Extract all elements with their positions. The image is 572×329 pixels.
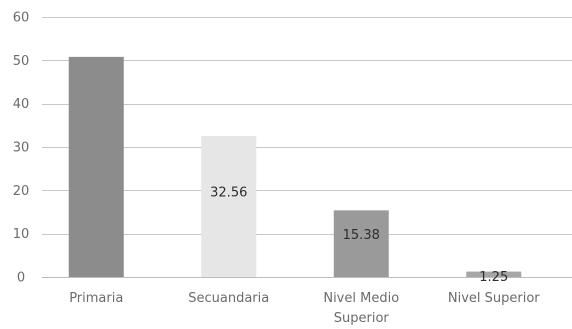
data-label-1: 32.56 <box>210 186 247 201</box>
y-tick-label-50: 50 <box>13 54 30 69</box>
category-label-3: Nivel Superior <box>448 291 540 306</box>
bar-0 <box>68 56 124 277</box>
y-tick-label-40: 40 <box>13 97 30 112</box>
bar-3 <box>466 271 522 277</box>
category-label-2-line-1: Superior <box>334 311 390 326</box>
y-tick-label-30: 30 <box>13 141 30 156</box>
bar-2 <box>333 210 389 277</box>
bar-1 <box>201 135 257 277</box>
y-tick-label-10: 10 <box>13 227 30 242</box>
data-label-3: 1.25 <box>479 270 508 285</box>
data-labels: 32.56 15.38 1.25 <box>210 186 508 285</box>
category-label-1: Secuandaria <box>188 291 269 306</box>
bars <box>68 56 522 277</box>
category-label-2-line-0: Nivel Medio <box>323 291 399 306</box>
x-axis-category-labels: Primaria Secuandaria Nivel Medio Superior Ni… <box>69 291 540 326</box>
y-axis-tick-labels: 0 10 20 30 40 50 60 <box>13 11 30 286</box>
y-tick-label-60: 60 <box>13 11 30 26</box>
category-label-0: Primaria <box>69 291 123 306</box>
gridlines <box>42 17 572 278</box>
y-tick-label-0: 0 <box>17 271 25 286</box>
data-label-2: 15.38 <box>343 228 380 243</box>
y-tick-label-20: 20 <box>13 184 30 199</box>
